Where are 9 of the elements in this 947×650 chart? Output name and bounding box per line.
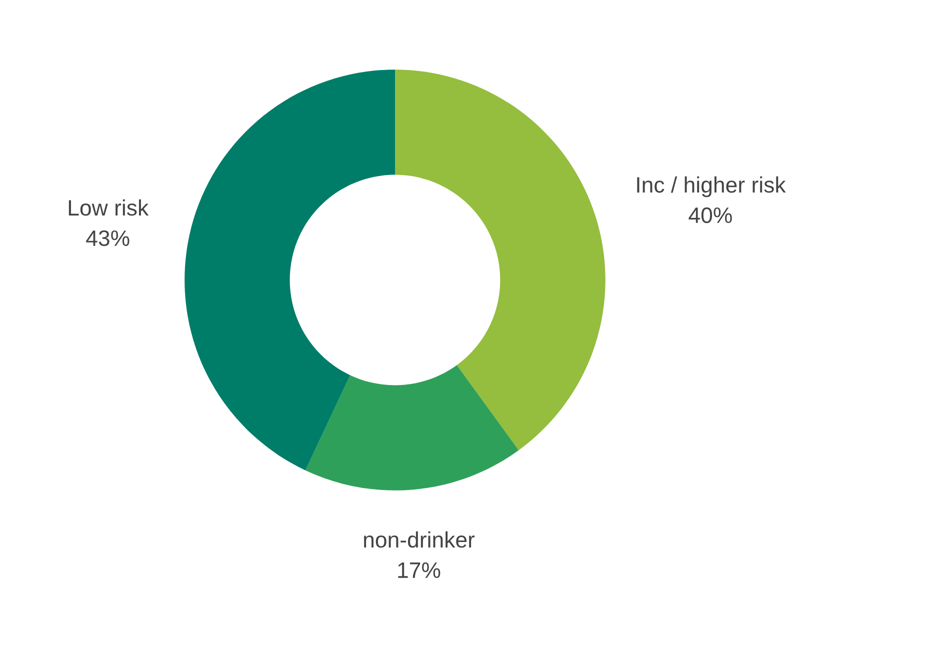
slice-label: Inc / higher risk: [637, 176, 786, 198]
donut-slice: [395, 70, 606, 450]
data-label: 40%: [688, 207, 732, 224]
donut-slice: [305, 365, 519, 490]
donut-slice: [184, 70, 395, 470]
slice-label: Low risk: [68, 199, 149, 216]
slice-label: non-drinker: [364, 531, 475, 548]
data-label: 43%: [86, 230, 130, 246]
data-label: 17%: [398, 562, 440, 578]
